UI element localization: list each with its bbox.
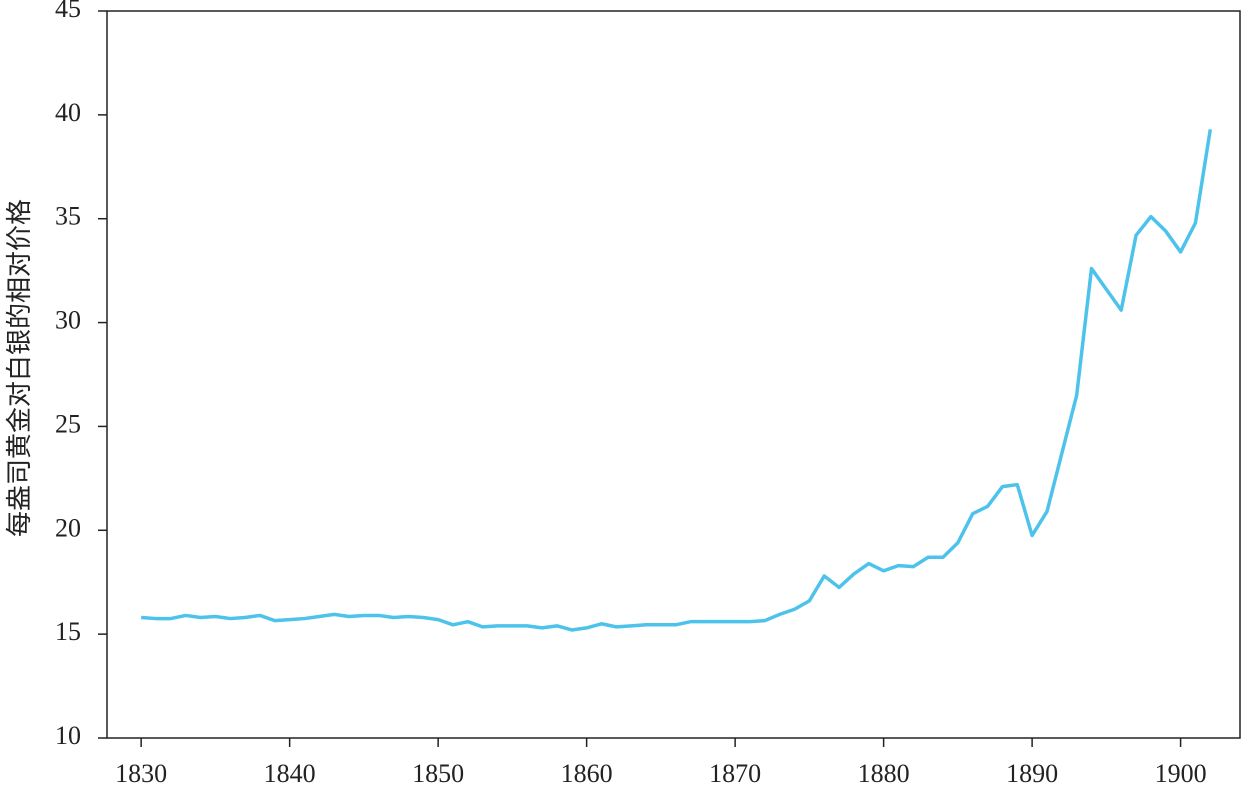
y-tick-label: 35 (55, 202, 81, 231)
x-tick-label: 1900 (1155, 759, 1207, 788)
y-tick-label: 30 (55, 306, 81, 335)
x-tick-label: 1850 (412, 759, 464, 788)
data-line (141, 129, 1213, 632)
y-axis-label: 每盎司黄金对白银的相对价格 (5, 199, 34, 537)
x-tick-label: 1890 (1006, 759, 1058, 788)
y-tick-label: 25 (55, 409, 81, 438)
y-tick-label: 10 (55, 721, 81, 750)
x-tick-label: 1860 (561, 759, 613, 788)
x-tick-label: 1870 (709, 759, 761, 788)
x-tick-label: 1830 (115, 759, 167, 788)
x-tick-label: 1840 (264, 759, 316, 788)
x-tick-label: 1880 (858, 759, 910, 788)
y-tick-label: 40 (55, 98, 81, 127)
plot-frame (106, 10, 1241, 739)
y-tick-label: 15 (55, 617, 81, 646)
y-tick-label: 45 (55, 0, 81, 23)
y-tick-label: 20 (55, 513, 81, 542)
